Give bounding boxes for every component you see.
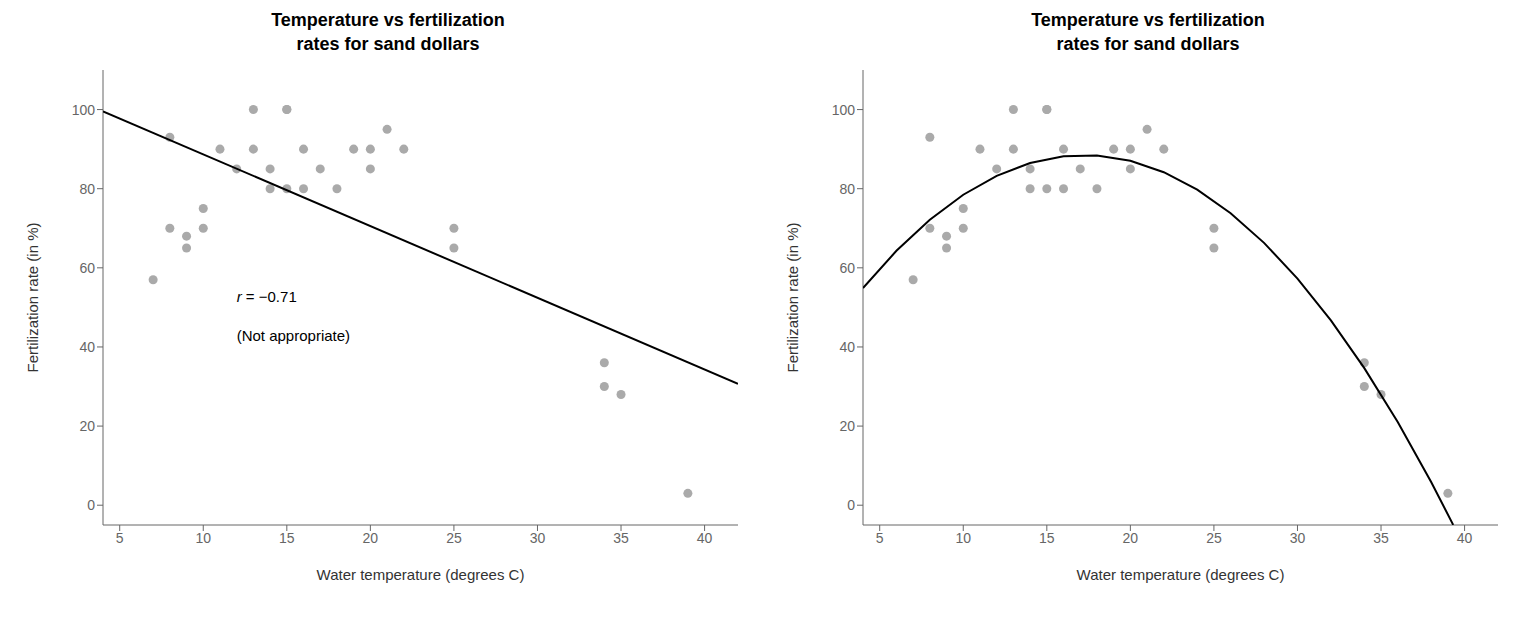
svg-text:100: 100 <box>72 102 96 118</box>
html-text:rates for sand dollars: rates for sand dollars <box>296 34 480 54</box>
svg-text:35: 35 <box>1373 530 1389 546</box>
svg-text:60: 60 <box>79 260 95 276</box>
svg-text:60: 60 <box>839 260 855 276</box>
svg-text:5: 5 <box>876 530 884 546</box>
svg-text:35: 35 <box>613 530 629 546</box>
svg-text:5: 5 <box>116 530 124 546</box>
svg-text:40: 40 <box>697 530 713 546</box>
svg-text:Fertilization rate (in %): Fertilization rate (in %) <box>24 222 41 372</box>
svg-text:Fertilization rate (in %): Fertilization rate (in %) <box>784 222 801 372</box>
svg-text:15: 15 <box>279 530 295 546</box>
svg-text:r = −0.71: r = −0.71 <box>237 287 297 304</box>
svg-text:20: 20 <box>839 418 855 434</box>
svg-text:15: 15 <box>1039 530 1055 546</box>
svg-text:0: 0 <box>87 497 95 513</box>
svg-text:40: 40 <box>839 339 855 355</box>
html-text:rates for sand dollars: rates for sand dollars <box>1056 34 1240 54</box>
svg-text:80: 80 <box>839 181 855 197</box>
svg-text:10: 10 <box>955 530 971 546</box>
svg-text:25: 25 <box>446 530 462 546</box>
svg-text:Water temperature (degrees C): Water temperature (degrees C) <box>317 566 525 583</box>
svg-text:20: 20 <box>363 530 379 546</box>
svg-text:25: 25 <box>1206 530 1222 546</box>
svg-text:Water temperature (degrees C): Water temperature (degrees C) <box>1077 566 1285 583</box>
svg-text:40: 40 <box>1457 530 1473 546</box>
svg-text:40: 40 <box>79 339 95 355</box>
svg-text:100: 100 <box>832 102 856 118</box>
svg-text:30: 30 <box>1290 530 1306 546</box>
svg-text:80: 80 <box>79 181 95 197</box>
svg-text:(Not appropriate): (Not appropriate) <box>237 327 350 344</box>
html-text:Temperature vs fertilization: Temperature vs fertilization <box>1031 10 1265 30</box>
svg-text:30: 30 <box>530 530 546 546</box>
svg-text:20: 20 <box>79 418 95 434</box>
svg-text:10: 10 <box>195 530 211 546</box>
html-text:Temperature vs fertilization: Temperature vs fertilization <box>271 10 505 30</box>
svg-text:0: 0 <box>847 497 855 513</box>
svg-text:20: 20 <box>1123 530 1139 546</box>
